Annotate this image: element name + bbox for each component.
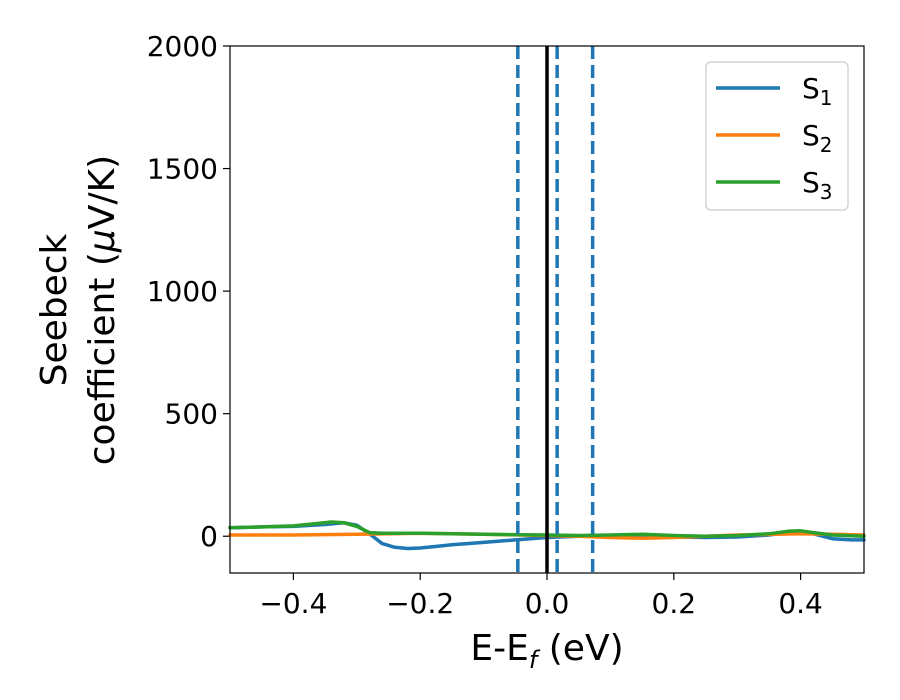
x-axis-label: E-Ef (eV): [470, 628, 623, 674]
legend: S1 S2 S3: [705, 61, 849, 211]
x-tick-label: 0.0: [525, 587, 570, 620]
plot-frame: [229, 45, 865, 574]
x-tick-label: −0.2: [386, 587, 454, 620]
x-tick-label: 0.4: [778, 587, 823, 620]
y-tick-label: 1000: [147, 275, 218, 308]
x-tick-label: −0.4: [259, 587, 327, 620]
x-tick-label: 0.2: [652, 587, 697, 620]
legend-label-3: S3: [802, 166, 833, 204]
y-tick-label: 2000: [147, 30, 218, 63]
legend-label-2: S2: [802, 119, 833, 157]
y-tick-label: 500: [165, 398, 218, 431]
y-axis-label: Seebeck coefficient (μV/K): [34, 155, 123, 465]
legend-label-1: S1: [802, 72, 833, 110]
ticks: −0.4 −0.2 0.0 0.2 0.4 0 500 1000 1500 2000: [147, 30, 823, 620]
y-axis-label-line2: coefficient (μV/K): [82, 155, 123, 465]
series-line-3: [228, 520, 866, 538]
plot-area: [228, 46, 866, 573]
y-tick-label: 1500: [147, 153, 218, 186]
y-tick-label: 0: [200, 520, 218, 553]
y-axis-label-line1: Seebeck: [34, 233, 75, 386]
